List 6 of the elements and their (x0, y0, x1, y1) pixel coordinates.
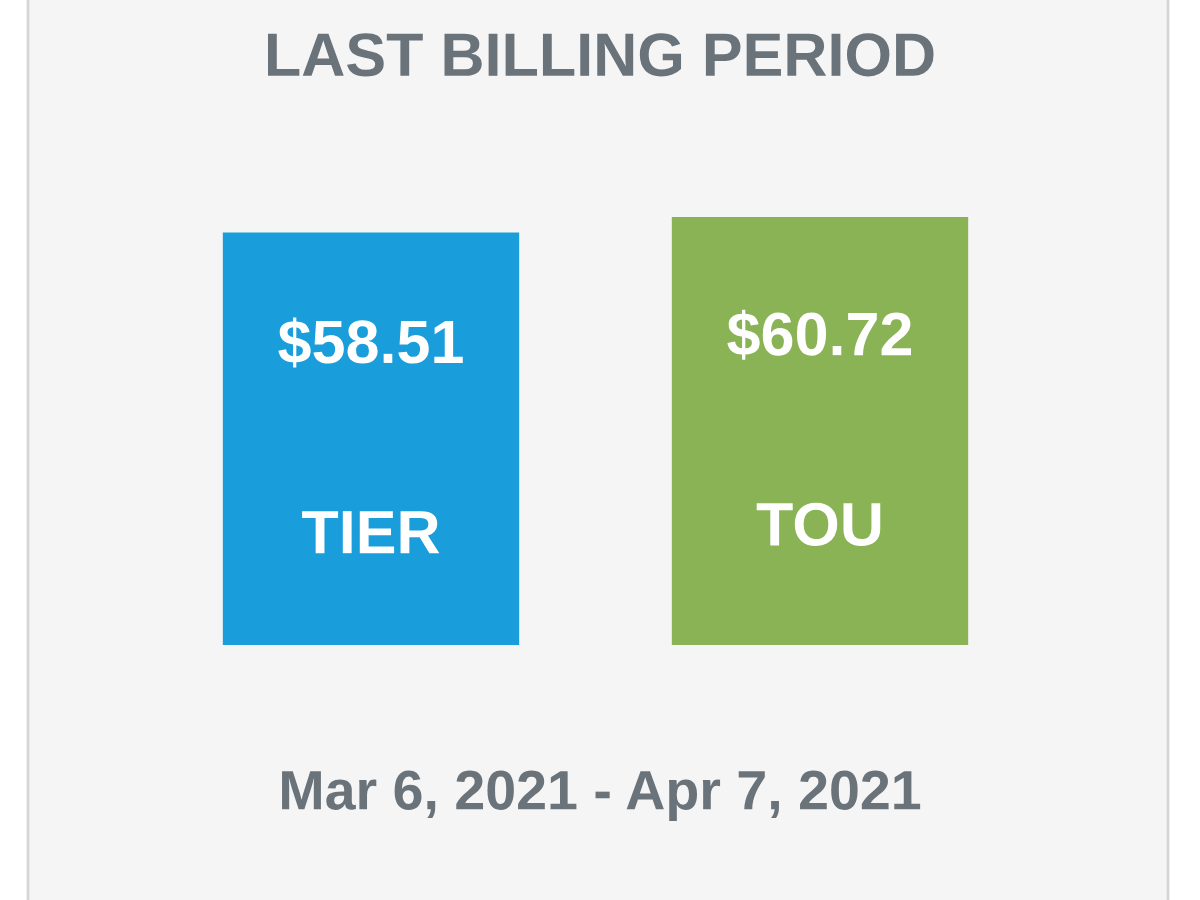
data-label: $58.51 (278, 317, 463, 368)
chart-title: LAST BILLING PERIOD (267, 33, 934, 77)
text: Mar 6, 2021 - Apr 7, 2021 (282, 770, 921, 821)
data-label: $60.72 (727, 309, 912, 360)
x-tick-label: TIER (302, 511, 440, 554)
x-tick-label: TOU (756, 502, 881, 547)
